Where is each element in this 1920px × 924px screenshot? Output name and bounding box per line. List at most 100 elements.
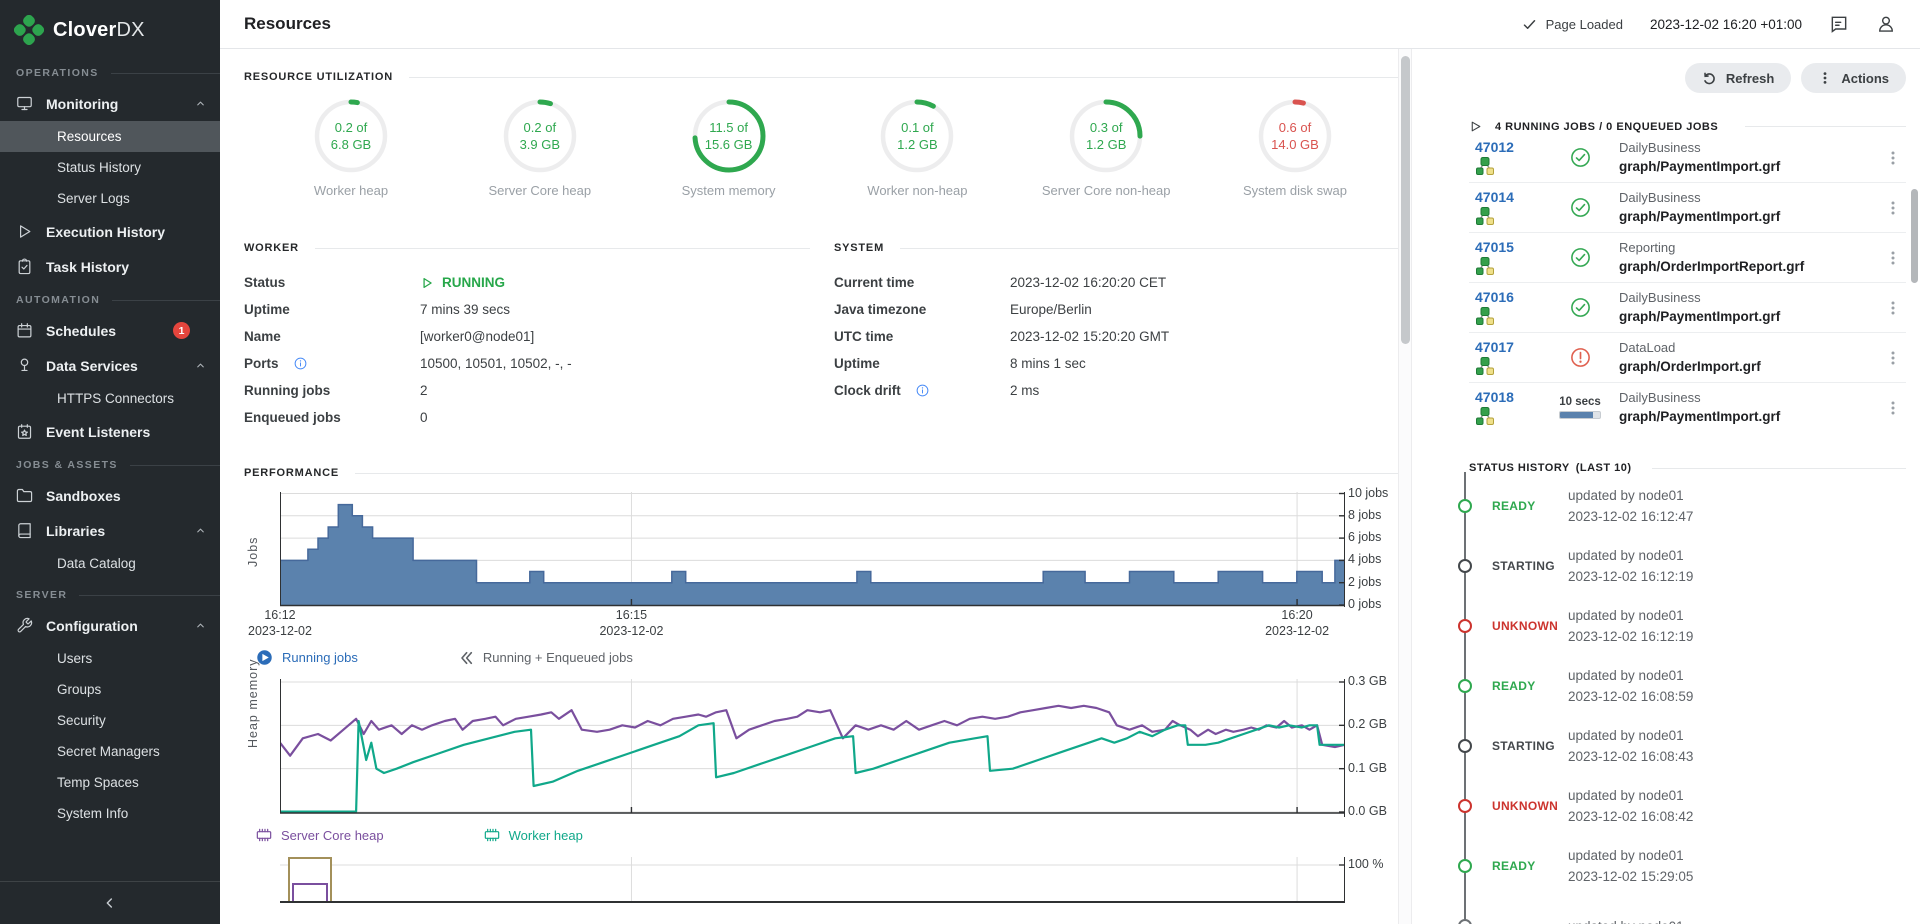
job-id-column: 47012 [1469, 139, 1549, 176]
jobs-ytick: 10 jobs [1348, 485, 1389, 500]
job-graph-path: graph/PaymentImport.grf [1619, 309, 1781, 324]
status-history-timeline: READY updated by node01 2023-12-02 16:12:4… [1458, 472, 1906, 924]
job-status [1549, 297, 1611, 318]
kebab-icon [1823, 72, 1827, 84]
job-id-link[interactable]: 47017 [1475, 339, 1514, 355]
worker-row-status: Status RUNNING [244, 269, 834, 296]
sidebar-item-resources[interactable]: Resources [0, 121, 220, 152]
legend-server-core-heap[interactable]: Server Core heap [256, 827, 384, 843]
sidebar-item-execution-history[interactable]: Execution History [0, 214, 220, 249]
feedback-icon[interactable] [1829, 14, 1849, 34]
job-menu-button[interactable] [1880, 200, 1906, 216]
job-graph-path: graph/OrderImportReport.grf [1619, 259, 1805, 274]
job-menu-button[interactable] [1880, 400, 1906, 416]
info-value: 10500, 10501, 10502, -, - [420, 356, 572, 371]
running-jobs-header[interactable]: 4 RUNNING JOBS / 0 ENQUEUED JOBS [1469, 120, 1906, 133]
status-history-entry: STARTING updated by node01 2023-12-02 16:1… [1458, 536, 1906, 596]
job-info: DataLoad graph/OrderImport.grf [1611, 339, 1880, 376]
legend-running-jobs[interactable]: Running jobs [256, 649, 358, 666]
job-menu-button[interactable] [1880, 300, 1906, 316]
system-row-utc-time: UTC time 2023-12-02 15:20:20 GMT [834, 323, 1398, 350]
chevron-up-icon [197, 623, 204, 628]
play-outline-icon [1471, 121, 1481, 132]
performance-heading: PERFORMANCE [244, 467, 1398, 479]
refresh-button[interactable]: Refresh [1684, 63, 1792, 93]
main-scrollbar[interactable] [1398, 49, 1412, 924]
app-logo[interactable]: CloverDX [0, 0, 220, 57]
job-id-link[interactable]: 47015 [1475, 239, 1514, 255]
job-menu-button[interactable] [1880, 150, 1906, 166]
jobs-xtick: 16:12 2023-12-02 [248, 608, 312, 638]
job-id-column: 47016 [1469, 289, 1549, 326]
info-label: Current time [834, 275, 915, 290]
main-scrollbar-thumb[interactable] [1401, 56, 1410, 344]
job-id-link[interactable]: 47018 [1475, 389, 1514, 405]
play-circle-icon [257, 650, 272, 665]
status-ring-icon [1458, 859, 1472, 873]
running-jobs-list: 47012 DailyBusiness graph/PaymentImport.gr… [1469, 133, 1906, 432]
job-menu-button[interactable] [1880, 250, 1906, 266]
system-row-uptime: Uptime 8 mins 1 sec [834, 350, 1398, 377]
percent-ytick: 100 % [1348, 857, 1384, 871]
sidebar-item-configuration[interactable]: Configuration [0, 608, 220, 643]
legend-worker-heap[interactable]: Worker heap [484, 827, 583, 843]
sidebar-item-users[interactable]: Users [57, 651, 93, 666]
schedules-badge: 1 [173, 322, 190, 339]
sidebar-item-status-history[interactable]: Status History [57, 160, 142, 175]
job-id-link[interactable]: 47014 [1475, 189, 1514, 205]
job-menu-button[interactable] [1880, 350, 1906, 366]
info-label: UTC time [834, 329, 894, 344]
info-icon[interactable] [293, 356, 308, 371]
warning-circle-icon [1570, 348, 1590, 367]
job-id-column: 47017 [1469, 339, 1549, 376]
event-icon [17, 424, 32, 439]
gauge-label: Server Core heap [488, 183, 592, 198]
legend-running-enqueued-jobs[interactable]: Running + Enqueued jobs [458, 650, 633, 666]
sidebar-item-sandboxes[interactable]: Sandboxes [0, 478, 220, 513]
jobs-list-scrollbar-thumb[interactable] [1911, 189, 1918, 283]
timeline-line [1464, 472, 1466, 924]
actions-button[interactable]: Actions [1801, 63, 1906, 93]
monitor-icon [17, 96, 32, 111]
sidebar-item-groups[interactable]: Groups [57, 682, 102, 697]
sidebar-item-event-listeners[interactable]: Event Listeners [0, 414, 220, 449]
job-id-column: 47014 [1469, 189, 1549, 226]
gauge-value: 0.2 of 3.9 GB [519, 120, 561, 152]
gauge-value: 11.5 of 15.6 GB [704, 120, 753, 152]
status-history-status: STARTING [1492, 739, 1555, 753]
sidebar-item-secret-managers[interactable]: Secret Managers [57, 744, 160, 759]
sidebar-item-system-info[interactable]: System Info [57, 806, 129, 821]
ram-icon [484, 828, 499, 842]
info-value: RUNNING [420, 275, 505, 290]
info-icon[interactable] [915, 383, 930, 398]
user-icon[interactable] [1876, 14, 1896, 34]
sidebar-item-task-history[interactable]: Task History [0, 249, 220, 284]
info-value: 2023-12-02 15:20:20 GMT [1010, 329, 1170, 344]
info-value: Europe/Berlin [1010, 302, 1092, 317]
library-icon [18, 523, 31, 539]
chevron-up-icon [197, 363, 204, 368]
sidebar-item-data-catalog[interactable]: Data Catalog [57, 556, 136, 571]
success-circle-icon [1570, 298, 1590, 317]
sidebar-collapse-button[interactable] [0, 881, 220, 924]
running-jobs-chart: Jobs 16:12 2023-12-02 16:15 2023-12-02 16:20… [244, 486, 1398, 641]
job-id-link[interactable]: 47016 [1475, 289, 1514, 305]
sidebar-item-temp-spaces[interactable]: Temp Spaces [57, 775, 139, 790]
page-title: Resources [244, 14, 331, 33]
jobflow-tree-icon [1476, 157, 1494, 175]
sidebar-item-https-connectors[interactable]: HTTPS Connectors [57, 391, 175, 406]
page-loaded-status: Page Loaded [1522, 17, 1623, 32]
job-id-link[interactable]: 47012 [1475, 139, 1514, 155]
sidebar-item-monitoring[interactable]: Monitoring [0, 86, 220, 121]
double-chevron-icon [461, 651, 473, 664]
sidebar-item-schedules[interactable]: Schedules 1 [0, 313, 220, 348]
job-id-column: 47018 [1469, 389, 1549, 426]
sidebar-item-server-logs[interactable]: Server Logs [57, 191, 130, 206]
job-row-47015: 47015 Reporting graph/OrderImportReport.gr… [1469, 233, 1906, 283]
jobs-ytick: 8 jobs [1348, 507, 1382, 522]
sidebar-item-libraries[interactable]: Libraries [0, 513, 220, 548]
sidebar-item-security[interactable]: Security [57, 713, 106, 728]
sidebar-item-data-services[interactable]: Data Services [0, 348, 220, 383]
status-history-entry: updated by node01 [1458, 896, 1906, 924]
gauge-label: Server Core non-heap [1041, 183, 1171, 198]
